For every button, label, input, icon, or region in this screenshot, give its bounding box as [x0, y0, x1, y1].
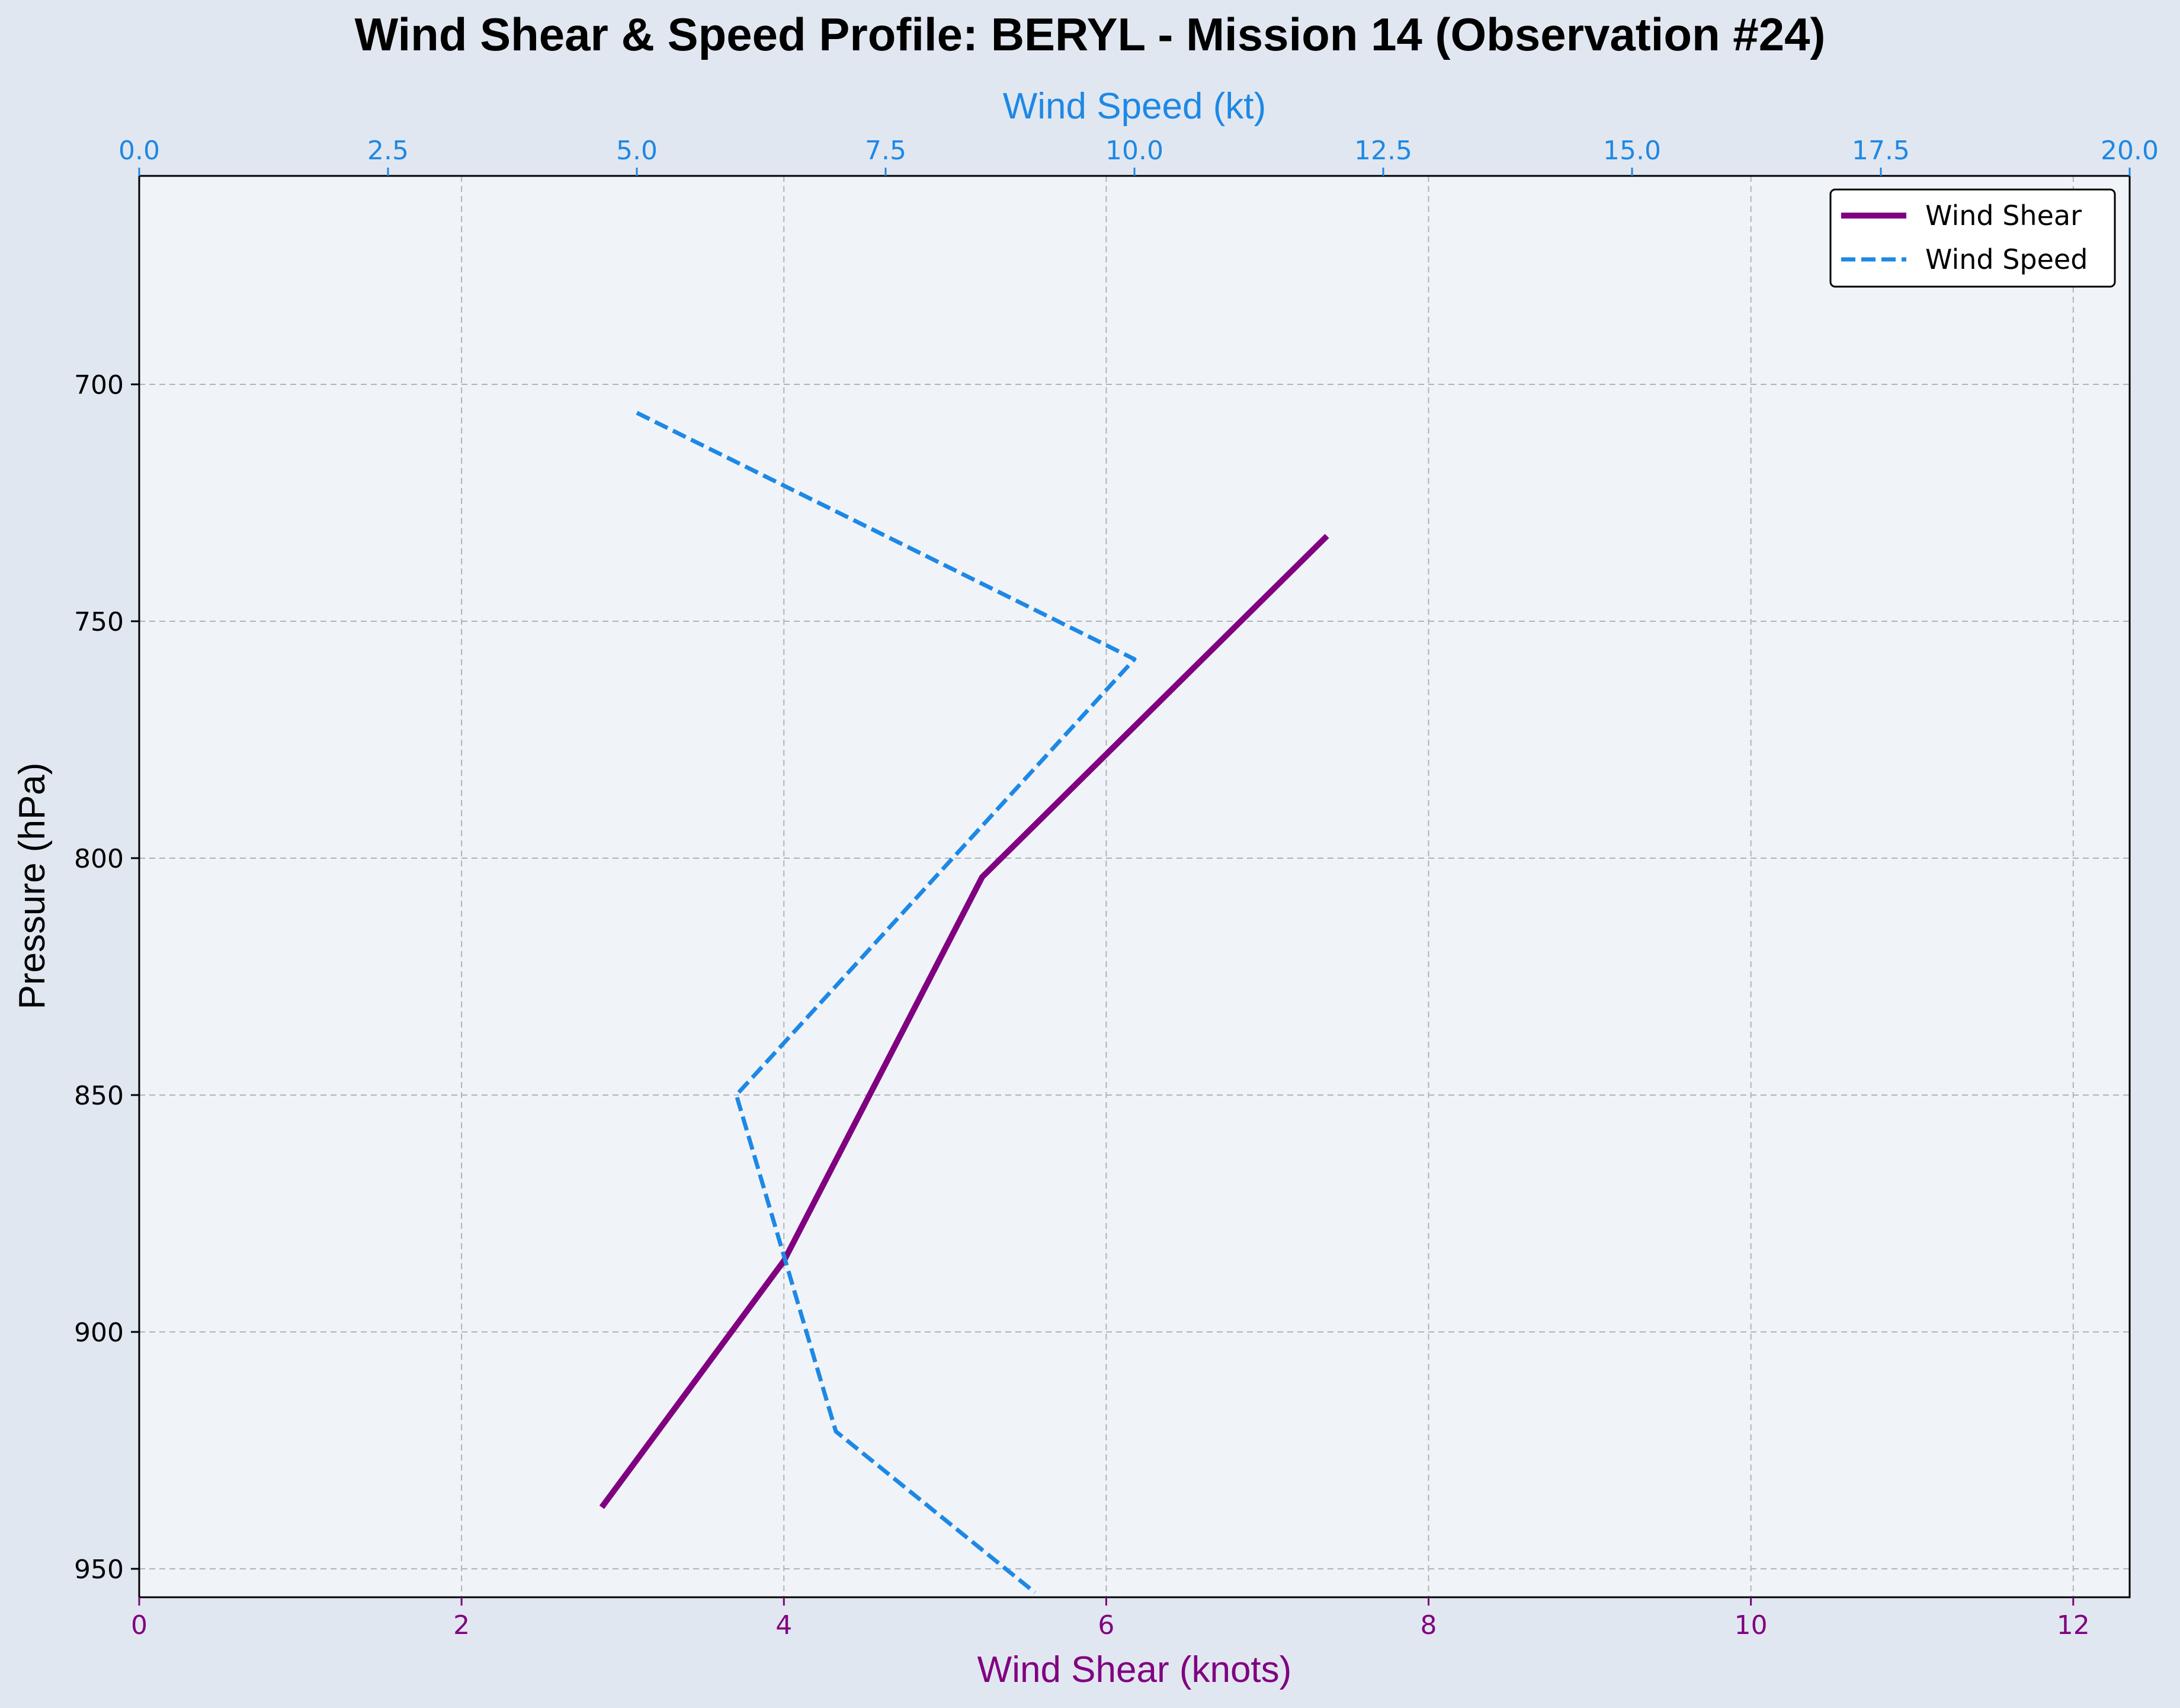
x-top-tick-label: 10.0: [1105, 136, 1163, 166]
x-top-tick-label: 15.0: [1603, 136, 1661, 166]
x-bottom-tick-label: 12: [2057, 1610, 2090, 1640]
x-bottom-tick-label: 0: [131, 1610, 148, 1640]
x-bottom-tick-label: 6: [1098, 1610, 1114, 1640]
y-tick-label: 700: [74, 370, 124, 400]
x-top-tick-label: 12.5: [1354, 136, 1412, 166]
legend-label: Wind Shear: [1925, 200, 2082, 232]
x-bottom-tick-label: 4: [775, 1610, 792, 1640]
x-top-tick-label: 7.5: [865, 136, 906, 166]
x-top-tick-label: 20.0: [2101, 136, 2159, 166]
series-line-wind-shear: [599, 534, 1329, 1509]
grid: [139, 176, 2130, 1597]
legend-label: Wind Speed: [1925, 243, 2088, 275]
x-bottom-tick-label: 2: [453, 1610, 470, 1640]
x-axis-top-label: Wind Speed (kt): [1003, 86, 1267, 127]
x-top-tick-label: 5.0: [616, 136, 658, 166]
x-bottom-tick-label: 8: [1421, 1610, 1437, 1640]
x-top-tick-label: 2.5: [367, 136, 409, 166]
y-axis-label: Pressure (hPa): [12, 763, 53, 1010]
y-tick-label: 800: [74, 844, 124, 874]
x-bottom-tick-label: 10: [1735, 1610, 1768, 1640]
x-axis-bottom-label: Wind Shear (knots): [977, 1649, 1292, 1690]
x-top-tick-label: 17.5: [1852, 136, 1910, 166]
chart-title: Wind Shear & Speed Profile: BERYL - Miss…: [355, 8, 1826, 60]
y-tick-label: 950: [74, 1555, 124, 1585]
series-line-wind-speed: [636, 410, 1137, 1594]
plot-area: [139, 176, 2130, 1597]
series-layer: [599, 410, 1329, 1594]
y-tick-label: 750: [74, 607, 124, 637]
legend: Wind Shear Wind Speed: [1829, 188, 2116, 288]
y-tick-label: 850: [74, 1081, 124, 1111]
y-tick-label: 900: [74, 1318, 124, 1348]
x-top-tick-label: 0.0: [118, 136, 160, 166]
